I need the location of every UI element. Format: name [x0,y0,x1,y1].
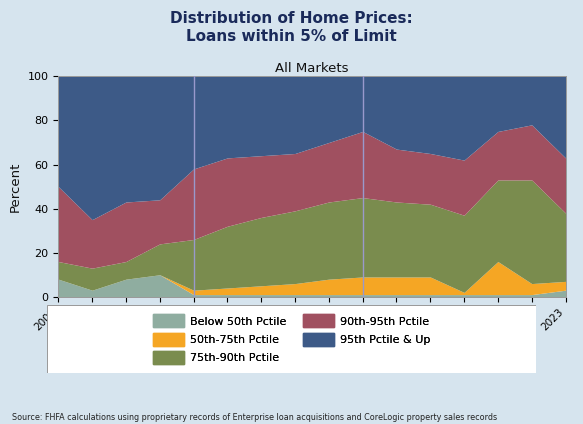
Title: All Markets: All Markets [275,62,349,75]
Text: Distribution of Home Prices:
Loans within 5% of Limit: Distribution of Home Prices: Loans withi… [170,11,413,44]
Y-axis label: Percent: Percent [9,162,22,212]
X-axis label: Acquisition Year: Acquisition Year [259,338,365,351]
Legend: Below 50th Pctile, 50th-75th Pctile, 75th-90th Pctile, 90th-95th Pctile, 95th Pc: Below 50th Pctile, 50th-75th Pctile, 75t… [150,311,433,367]
Text: Source: FHFA calculations using proprietary records of Enterprise loan acquisiti: Source: FHFA calculations using propriet… [12,413,497,422]
